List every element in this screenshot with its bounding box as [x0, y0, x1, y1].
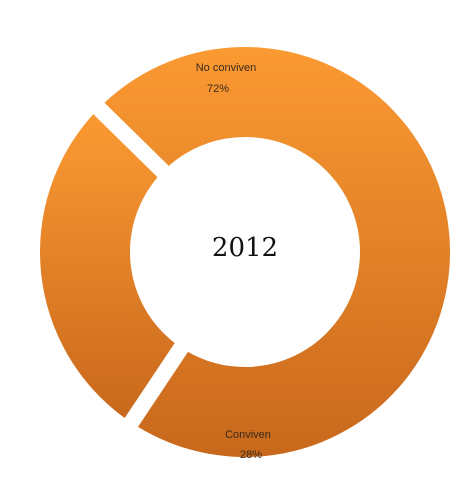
- slice-no-conviven: [104, 47, 451, 458]
- slice-label-conviven: Conviven: [225, 429, 271, 441]
- slice-conviven: [40, 114, 175, 418]
- slice-percent-no-conviven: 72%: [207, 83, 229, 95]
- center-year-label: 2012: [212, 233, 278, 263]
- slice-percent-conviven: 28%: [240, 449, 262, 461]
- slice-label-no-conviven: No conviven: [196, 62, 257, 74]
